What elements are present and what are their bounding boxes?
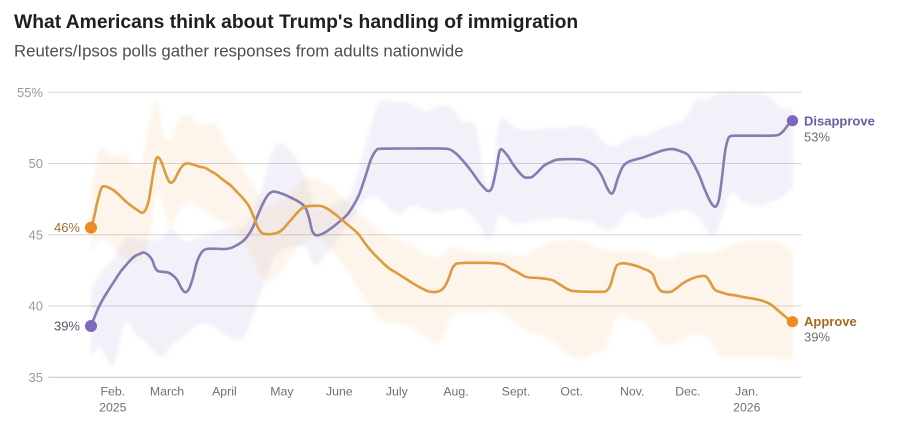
svg-text:35: 35 [29,370,43,385]
svg-text:40: 40 [29,299,43,314]
svg-text:June: June [326,385,353,399]
svg-text:Sept.: Sept. [502,385,531,399]
svg-text:July: July [386,385,409,399]
svg-text:Jan.: Jan. [735,385,758,399]
svg-text:Oct.: Oct. [560,385,583,399]
svg-text:53%: 53% [804,130,830,145]
svg-text:Aug.: Aug. [443,385,468,399]
svg-text:Nov.: Nov. [620,385,644,399]
svg-text:April: April [212,385,237,399]
svg-text:50: 50 [29,156,43,171]
svg-text:Reuters/Ipsos polls gather res: Reuters/Ipsos polls gather responses fro… [14,42,464,61]
svg-text:45: 45 [29,227,43,242]
svg-text:Disapprove: Disapprove [804,114,875,129]
svg-text:46%: 46% [54,220,80,235]
svg-text:March: March [150,385,184,399]
svg-text:Dec.: Dec. [675,385,700,399]
svg-text:39%: 39% [54,319,80,334]
svg-text:Feb.: Feb. [100,385,125,399]
svg-text:55%: 55% [17,85,43,100]
svg-text:What Americans think about Tru: What Americans think about Trump's handl… [14,12,578,33]
svg-text:2026: 2026 [733,401,761,415]
svg-text:Approve: Approve [804,314,857,329]
svg-text:May: May [270,385,294,399]
svg-text:39%: 39% [804,330,830,345]
svg-text:2025: 2025 [99,401,127,415]
